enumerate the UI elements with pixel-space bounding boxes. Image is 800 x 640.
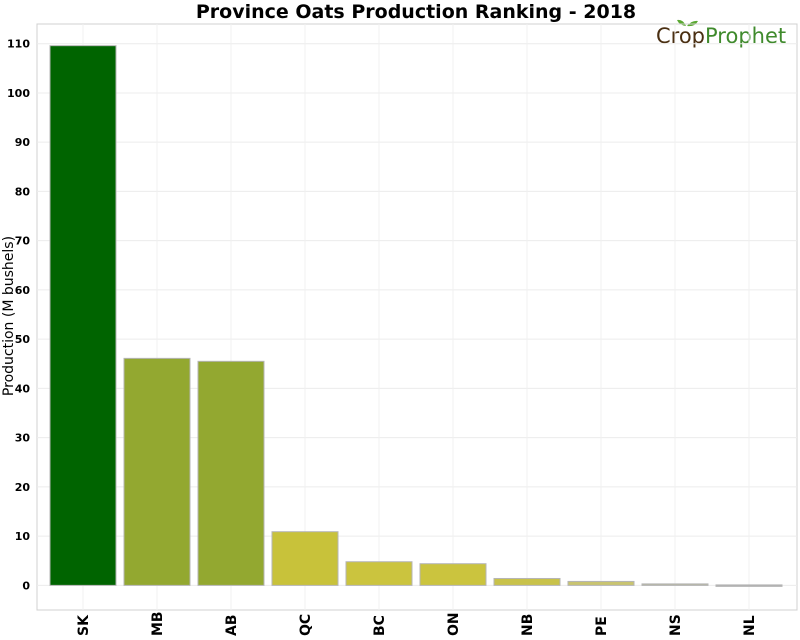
y-tick-label: 60 — [15, 284, 31, 297]
y-tick-label: 30 — [15, 432, 31, 445]
y-tick-label: 50 — [15, 333, 31, 346]
bar-nb — [493, 577, 561, 586]
x-axis-ticks: SK MB AB QC BC ON NB PE NS NL — [76, 611, 758, 636]
bar-nl — [715, 584, 783, 587]
x-tick-label-bc: BC — [372, 615, 388, 636]
plot-area — [36, 23, 798, 611]
y-tick-label: 40 — [15, 382, 31, 395]
logo-crop-text: Crop — [656, 24, 705, 48]
y-tick-label: 20 — [15, 481, 31, 494]
bar-ns — [641, 583, 709, 586]
y-tick-label: 100 — [7, 87, 30, 100]
x-tick-label-nl: NL — [742, 615, 758, 636]
bar-mb — [123, 357, 191, 586]
logo-text: CropProphet — [656, 24, 786, 48]
y-axis-ticks: 0 10 20 30 40 50 60 70 80 90 100 110 — [7, 38, 30, 593]
y-tick-label: 70 — [15, 235, 31, 248]
bars — [49, 45, 783, 587]
y-tick-label: 10 — [15, 530, 31, 543]
x-tick-label-sk: SK — [76, 614, 92, 636]
x-tick-label-qc: QC — [298, 614, 314, 636]
x-tick-label-ab: AB — [224, 614, 240, 636]
bar-qc — [271, 531, 339, 586]
x-tick-label-ns: NS — [668, 614, 684, 636]
x-tick-label-pe: PE — [594, 616, 610, 636]
bar-on — [419, 563, 487, 586]
x-tick-label-nb: NB — [520, 614, 536, 636]
y-tick-label: 80 — [15, 185, 31, 198]
bar-ab — [197, 360, 265, 586]
y-axis-label: Production (M bushels) — [1, 236, 17, 396]
leaf-icon — [677, 19, 698, 27]
y-tick-label: 90 — [15, 136, 31, 149]
y-tick-label: 110 — [7, 38, 30, 51]
bar-sk — [49, 45, 117, 586]
y-tick-label: 0 — [22, 579, 30, 592]
logo-prophet-text: Prophet — [705, 24, 786, 48]
x-tick-label-on: ON — [446, 612, 462, 636]
bar-pe — [567, 580, 635, 586]
bar-bc — [345, 561, 413, 586]
x-tick-label-mb: MB — [150, 611, 166, 636]
chart-title: Province Oats Production Ranking - 2018 — [196, 1, 636, 23]
